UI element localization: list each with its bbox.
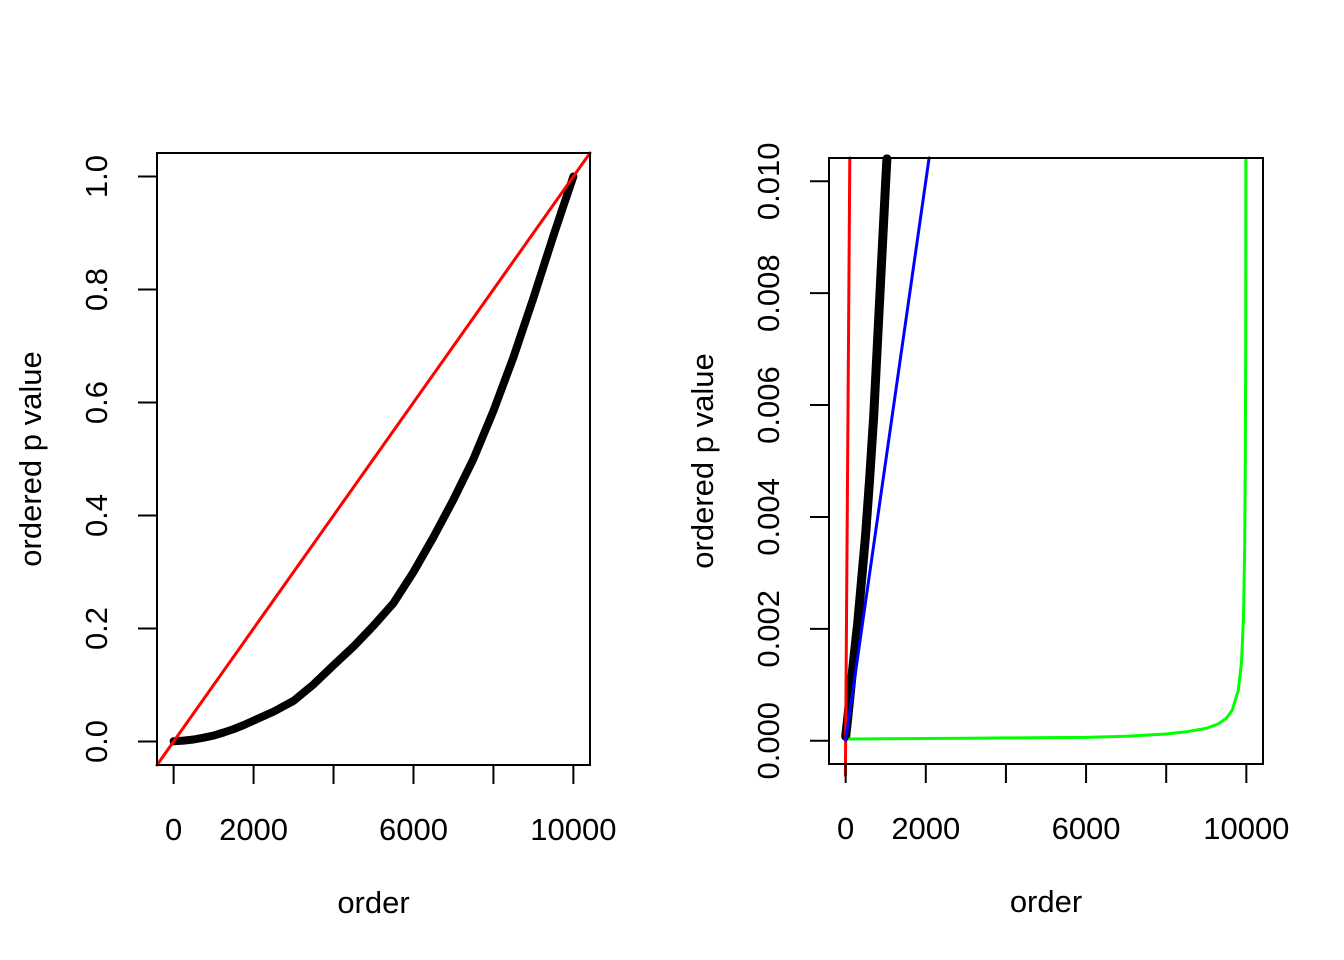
x-tick-label: 6000 (379, 812, 448, 847)
right-plot: 0 2000 6000 10000 0.000 0.002 0.004 0.006 0.008 0… (685, 142, 1289, 919)
x-tick-label: 6000 (1052, 811, 1121, 846)
plot-box (828, 157, 1264, 765)
y-axis-title: ordered p value (685, 353, 720, 568)
x-tick-label: 2000 (219, 812, 288, 847)
plot-box (156, 152, 591, 766)
y-tick-label: 0.010 (751, 142, 786, 220)
y-tick-label: 0.008 (751, 254, 786, 332)
x-axis-title: order (337, 885, 409, 920)
y-tick-label: 0.002 (751, 590, 786, 668)
y-tick-label: 0.2 (79, 607, 114, 650)
x-tick-label: 10000 (530, 812, 616, 847)
bh-threshold-line-line (844, 156, 931, 743)
alternative-sorted-p-values-line (848, 157, 1248, 741)
y-tick-label: 0.006 (751, 366, 786, 444)
sorted-p-values-line (841, 154, 892, 741)
x-tick-label: 0 (165, 812, 182, 847)
y-tick-label: 1.0 (79, 155, 114, 198)
sorted-p-values-line (169, 172, 578, 746)
x-tick-label: 2000 (891, 811, 960, 846)
y-axis-title: ordered p value (13, 351, 48, 566)
x-axis-title: order (1010, 884, 1082, 919)
identity-reference-line-line (843, 156, 852, 777)
x-tick-label: 0 (837, 811, 854, 846)
y-tick-label: 0.004 (751, 478, 786, 556)
identity-reference-line-line (155, 151, 592, 767)
y-tick-label: 0.8 (79, 268, 114, 311)
y-tick-label: 0.0 (79, 720, 114, 763)
x-tick-label: 10000 (1203, 811, 1289, 846)
y-tick-label: 0.6 (79, 381, 114, 424)
left-plot: 0 2000 6000 10000 0.0 0.2 0.4 0.6 0.8 1.0 order ord… (13, 151, 616, 920)
y-tick-label: 0.000 (751, 702, 786, 780)
y-tick-label: 0.4 (79, 494, 114, 537)
